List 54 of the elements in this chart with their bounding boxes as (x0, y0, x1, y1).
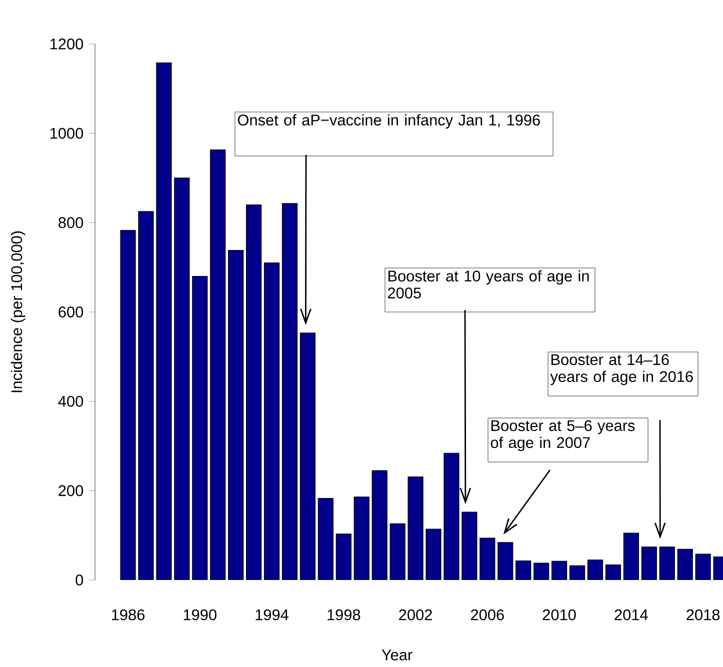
y-axis-title: Incidence (per 100,000) (10, 231, 26, 392)
bar (174, 178, 190, 580)
x-tick-label: 1990 (184, 609, 216, 620)
x-tick-label: 1998 (328, 609, 360, 620)
bar (156, 62, 172, 580)
bar (408, 476, 424, 580)
bar (246, 204, 262, 580)
annotation: Booster at 14–16 years of age in 2016 (550, 354, 693, 386)
bar (318, 498, 334, 580)
annotation: Booster at 10 years of age in 2005 (388, 270, 589, 298)
bar (551, 560, 568, 580)
bar (192, 276, 208, 580)
bar (462, 512, 478, 580)
y-tick-label: 1200 (50, 38, 84, 50)
bar (677, 548, 693, 580)
bar (587, 560, 604, 580)
annotation: Onset of aP−vaccine in infancy Jan 1, 1996 (238, 114, 540, 129)
x-tick-label: 1994 (256, 609, 288, 620)
bar (336, 534, 352, 580)
bar (138, 211, 154, 580)
bar (390, 523, 406, 580)
y-tick-label: 600 (58, 306, 84, 318)
y-tick-label: 1000 (50, 128, 84, 139)
bar (354, 496, 370, 580)
bar (120, 230, 136, 580)
bar (300, 332, 316, 580)
annotation: Booster at 5–6 years of age in 2007 (490, 420, 635, 452)
x-tick-label: 1986 (112, 609, 144, 620)
bar (695, 554, 711, 580)
bar (282, 203, 298, 580)
x-tick-label: 2014 (614, 609, 648, 620)
bar (605, 564, 621, 580)
bar (659, 546, 675, 580)
y-tick-label: 400 (58, 396, 84, 407)
bar (569, 565, 586, 580)
bar (641, 546, 657, 580)
x-tick-label: 2018 (686, 609, 720, 620)
x-tick-label: 2010 (542, 609, 576, 620)
bar (426, 528, 442, 580)
bar (372, 470, 388, 580)
y-tick-label: 800 (58, 217, 84, 228)
y-tick-label: 200 (58, 485, 84, 496)
bar (480, 538, 496, 580)
bar (228, 250, 244, 580)
bar (516, 560, 532, 580)
x-axis-title: Year (382, 650, 412, 660)
bar (534, 562, 550, 580)
bar (623, 532, 639, 580)
bar (264, 262, 280, 580)
y-tick-label: 0 (76, 574, 84, 586)
bar (210, 150, 226, 580)
x-tick-label: 2002 (399, 609, 432, 620)
x-tick-label: 2006 (471, 609, 504, 620)
bar (498, 542, 514, 580)
